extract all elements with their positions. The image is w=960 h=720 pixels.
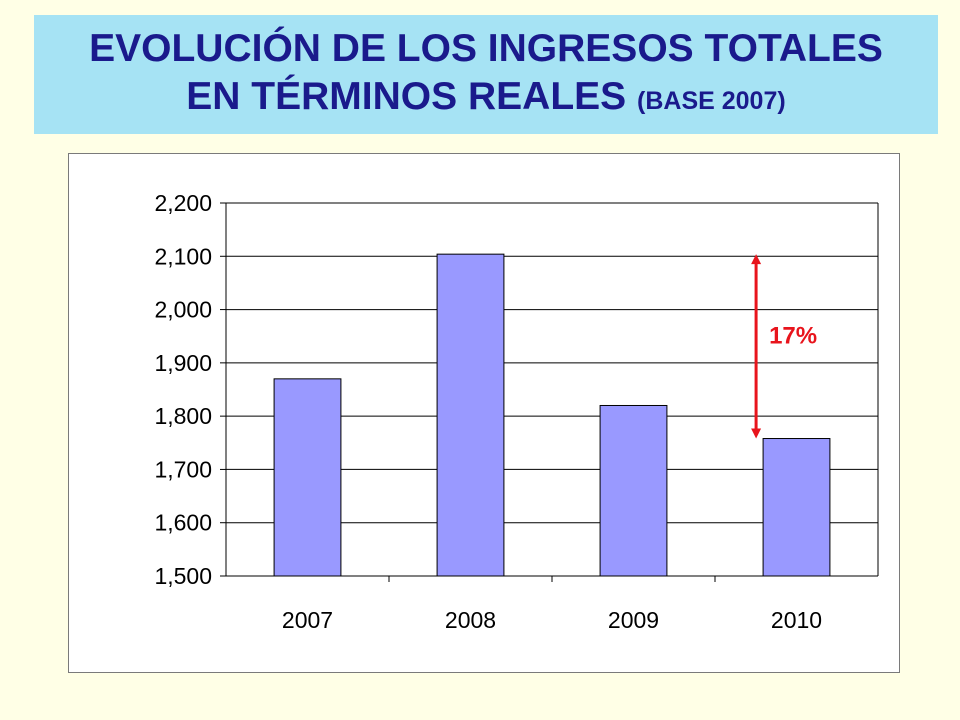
x-tick-label: 2007 (282, 607, 333, 633)
bar (273, 378, 342, 577)
y-tick-label: 1,800 (154, 403, 212, 429)
bar (599, 404, 668, 577)
bar (762, 438, 831, 577)
y-tick-label: 2,000 (154, 297, 212, 323)
bar (436, 253, 505, 577)
chart-title-line2: EN TÉRMINOS REALES (BASE 2007) (186, 73, 785, 125)
y-tick-label: 1,900 (154, 350, 212, 376)
chart-title-subtitle: (BASE 2007) (637, 86, 786, 115)
annotation-arrow-head-up (751, 254, 762, 265)
y-tick-label: 1,600 (154, 510, 212, 536)
y-tick-label: 2,200 (154, 190, 212, 216)
x-tick-label: 2008 (445, 607, 496, 633)
y-tick-label: 2,100 (154, 243, 212, 269)
y-tick-label: 1,700 (154, 456, 212, 482)
chart-area: 1,500 1,600 1,700 1,800 1,900 2,000 2,100 2,200… (68, 153, 900, 673)
title-banner: EVOLUCIÓN DE LOS INGRESOS TOTALES EN TÉR… (34, 15, 938, 134)
x-tick-label: 2010 (771, 607, 822, 633)
x-tick-label: 2009 (608, 607, 659, 633)
y-tick-label: 1,500 (154, 563, 212, 589)
annotation-label: 17% (769, 322, 817, 349)
chart-title-main: EN TÉRMINOS REALES (186, 74, 627, 118)
bar-chart: 1,500 1,600 1,700 1,800 1,900 2,000 2,100 2,200… (154, 190, 879, 633)
chart-title-line1: EVOLUCIÓN DE LOS INGRESOS TOTALES (89, 26, 883, 70)
annotation-arrow-head-down (751, 428, 762, 439)
